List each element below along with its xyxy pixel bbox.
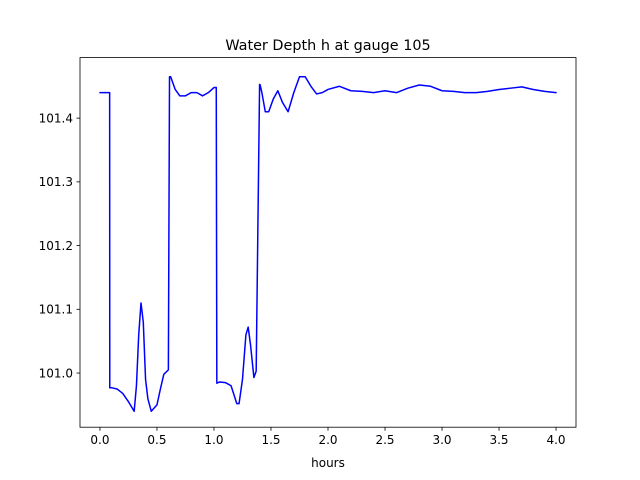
x-tick-label: 1.0 bbox=[204, 433, 223, 447]
x-tick-label: 3.5 bbox=[489, 433, 508, 447]
x-axis: 0.0 0.5 1.0 1.5 2.0 2.5 3.0 3.5 4.0 bbox=[90, 427, 566, 447]
y-tick-label: 101.2 bbox=[39, 239, 73, 253]
axes-frame bbox=[79, 57, 577, 428]
series-line-0 bbox=[99, 75, 557, 413]
x-tick-label: 3.0 bbox=[432, 433, 451, 447]
chart-title: Water Depth h at gauge 105 bbox=[225, 38, 430, 54]
y-tick-label: 101.4 bbox=[39, 111, 73, 125]
x-tick-label: 0.0 bbox=[90, 433, 109, 447]
x-axis-label: hours bbox=[311, 456, 345, 470]
y-tick-label: 101.3 bbox=[39, 175, 73, 189]
x-tick-label: 2.5 bbox=[375, 433, 394, 447]
y-axis: 101.0 101.1 101.2 101.3 101.4 bbox=[39, 111, 80, 380]
x-tick-label: 2.0 bbox=[318, 433, 337, 447]
x-tick-label: 4.0 bbox=[546, 433, 565, 447]
plot-area bbox=[99, 75, 557, 413]
x-tick-label: 0.5 bbox=[147, 433, 166, 447]
y-tick-label: 101.0 bbox=[39, 366, 73, 380]
y-tick-label: 101.1 bbox=[39, 303, 73, 317]
x-tick-label: 1.5 bbox=[261, 433, 280, 447]
